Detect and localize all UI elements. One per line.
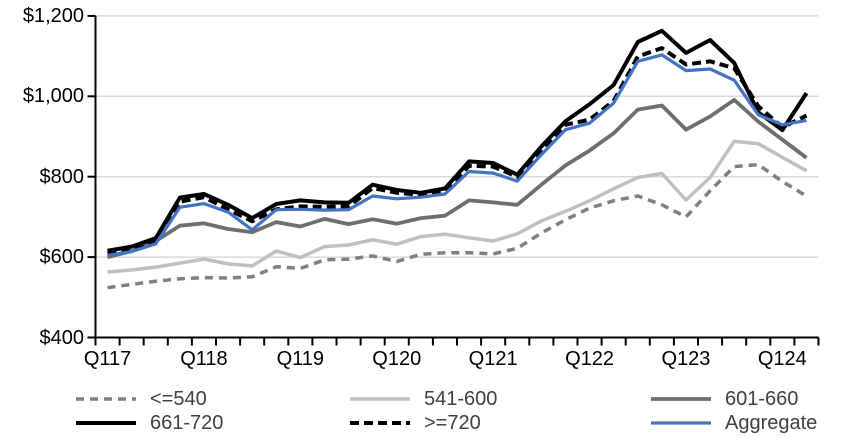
- series-line-661-720: [107, 28, 809, 253]
- x-tick-label: Q117: [83, 348, 132, 370]
- series-line-lte-540: [107, 162, 808, 290]
- x-tick-label: Q123: [661, 348, 711, 370]
- x-tick-label: Q119: [276, 348, 325, 370]
- legend-label: <=540: [150, 387, 207, 410]
- x-tick-label: Q124: [757, 348, 807, 370]
- legend-marker-601-660-line: [651, 397, 711, 401]
- legend-marker-lte-540-line: [76, 397, 136, 401]
- series-line-aggregate: [107, 53, 807, 258]
- legend-label: 661-720: [150, 411, 224, 434]
- legend-item-lte-540: <=540: [76, 387, 207, 411]
- legend-marker-541-600-line: [350, 397, 410, 401]
- legend-marker-aggregate-line: [651, 421, 711, 425]
- legend-item-gte-720: >=720: [350, 411, 481, 435]
- y-tick-label: $600: [39, 246, 85, 269]
- legend-marker-gte-720-line: [350, 421, 410, 425]
- legend-item-661-720: 661-720: [76, 411, 223, 435]
- series-line-601-660: [107, 98, 808, 259]
- y-tick-label: $1,000: [22, 85, 84, 108]
- y-tick-label: $400: [39, 326, 85, 349]
- legend-label: 541-600: [424, 387, 498, 410]
- y-tick-label: $1,200: [22, 4, 84, 27]
- legend-label: >=720: [424, 411, 481, 434]
- x-tick-label: Q121: [468, 348, 518, 370]
- legend-marker-661-720-line: [76, 421, 136, 425]
- y-tick-label: $800: [39, 165, 85, 188]
- legend-item-601-660: 601-660: [651, 387, 798, 411]
- x-tick-label: Q118: [180, 348, 228, 370]
- x-tick-label: Q122: [565, 348, 615, 370]
- legend-item-541-600: 541-600: [350, 387, 497, 411]
- x-tick-label: Q120: [372, 348, 422, 370]
- legend-label: 601-660: [725, 387, 799, 410]
- legend-item-aggregate: Aggregate: [651, 411, 817, 435]
- legend-label: Aggregate: [725, 411, 818, 434]
- series-line-gte-720: [107, 46, 808, 256]
- series-line-541-600: [107, 139, 808, 274]
